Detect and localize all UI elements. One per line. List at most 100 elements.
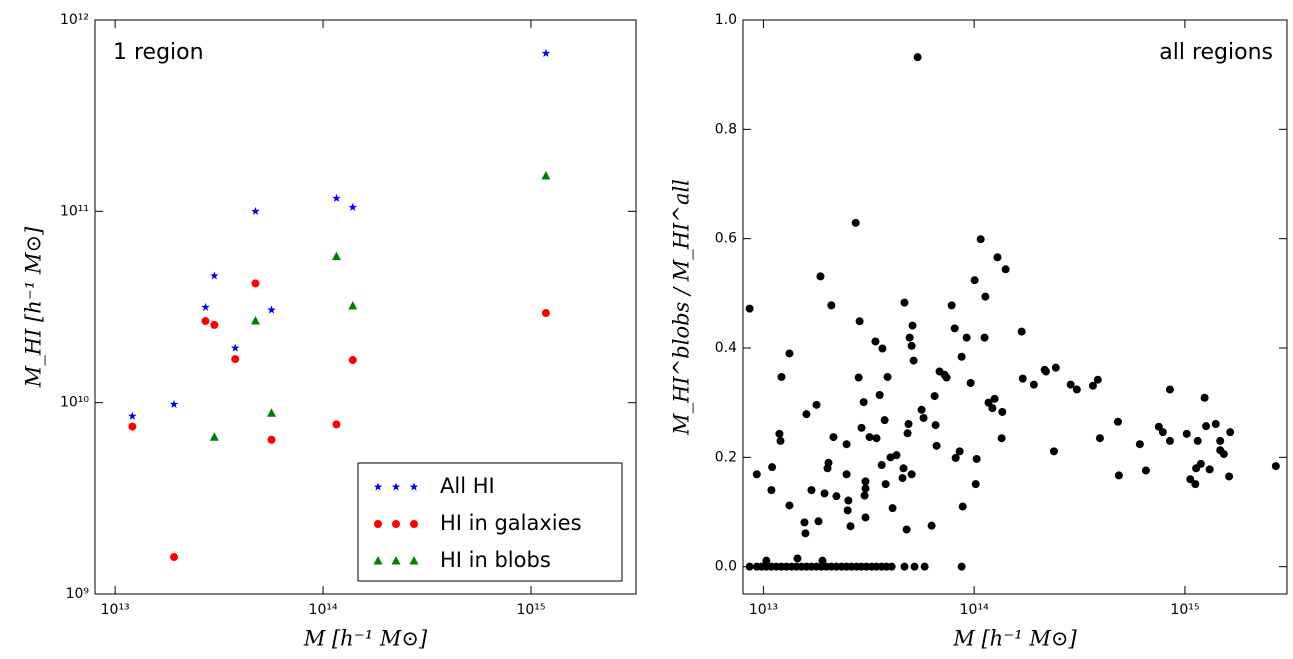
- legend-label: HI in galaxies: [440, 511, 582, 535]
- marker: [1141, 466, 1150, 475]
- marker: [976, 235, 985, 244]
- marker: [854, 373, 863, 382]
- marker: [883, 372, 892, 381]
- marker: [970, 276, 979, 285]
- marker: [910, 562, 919, 571]
- marker: [1165, 436, 1174, 445]
- marker: [1018, 374, 1027, 383]
- marker: [1158, 428, 1167, 437]
- y-tick-label: 0.2: [715, 449, 737, 465]
- marker: [900, 562, 909, 571]
- legend-label: All HI: [440, 474, 495, 498]
- marker: [1225, 472, 1234, 481]
- marker: [829, 433, 838, 442]
- marker: [902, 525, 911, 534]
- marker: [801, 529, 810, 538]
- marker: [793, 554, 802, 563]
- marker: [930, 392, 939, 401]
- x-tick-label: 10¹⁴: [309, 602, 338, 618]
- y-axis-label: M_HI^blobs / M_HI^all: [670, 179, 694, 436]
- marker: [331, 251, 341, 261]
- marker: [776, 436, 785, 445]
- marker: [1095, 434, 1104, 443]
- marker: [905, 333, 914, 342]
- marker: [1165, 385, 1174, 394]
- marker: [919, 413, 928, 422]
- marker: [1093, 375, 1102, 384]
- marker: [1051, 363, 1060, 372]
- marker: [267, 305, 276, 314]
- marker: [785, 501, 794, 510]
- marker: [1113, 417, 1122, 426]
- y-tick-label: 0.0: [715, 559, 737, 575]
- marker: [1072, 385, 1081, 394]
- marker: [942, 373, 951, 382]
- marker: [903, 429, 912, 438]
- marker: [820, 489, 829, 498]
- marker: [957, 352, 966, 361]
- marker: [842, 470, 851, 479]
- marker: [267, 408, 277, 417]
- marker: [374, 520, 382, 528]
- marker: [880, 416, 889, 425]
- marker: [209, 432, 219, 441]
- marker: [785, 349, 794, 358]
- marker: [373, 556, 383, 565]
- marker: [210, 271, 219, 280]
- marker: [899, 464, 908, 473]
- marker: [851, 218, 860, 227]
- marker: [842, 440, 851, 449]
- marker: [955, 447, 964, 456]
- marker: [409, 556, 419, 565]
- marker: [807, 486, 816, 495]
- panel: 10¹³ 10¹⁴ 10¹⁵ 0.0 0.2 0.4 0.6 0.8 1.0 M [h⁻¹ M⊙]…: [670, 12, 1288, 651]
- marker: [997, 434, 1006, 443]
- legend: All HI HI in galaxies HI in blobs: [357, 462, 623, 582]
- annotation: 1 region: [113, 40, 204, 65]
- marker: [878, 344, 887, 353]
- marker: [1226, 428, 1235, 437]
- x-tick-label: 10¹³: [101, 602, 130, 618]
- marker: [881, 480, 890, 489]
- marker: [907, 470, 916, 479]
- x-tick-label: 10¹⁴: [960, 602, 989, 618]
- marker: [908, 321, 917, 330]
- marker: [857, 423, 866, 432]
- marker: [913, 53, 922, 62]
- y-tick-label: 10¹⁰: [60, 395, 89, 411]
- marker: [958, 502, 967, 511]
- marker: [1017, 327, 1026, 336]
- marker: [775, 429, 784, 438]
- marker: [745, 562, 754, 571]
- marker: [917, 405, 926, 414]
- marker: [332, 420, 341, 429]
- legend-box: [357, 462, 623, 582]
- marker: [391, 482, 401, 491]
- marker: [962, 333, 971, 342]
- marker: [843, 506, 852, 515]
- marker: [541, 309, 550, 318]
- marker: [169, 399, 179, 408]
- y-tick-label: 0.6: [715, 231, 737, 247]
- marker: [1001, 265, 1010, 274]
- marker: [1191, 480, 1200, 489]
- marker: [250, 316, 260, 325]
- marker: [971, 480, 980, 489]
- marker: [898, 474, 907, 483]
- marker: [998, 407, 1007, 416]
- marker: [855, 317, 864, 326]
- marker: [1186, 475, 1195, 484]
- x-axis-label: M [h⁻¹ M⊙]: [303, 627, 428, 651]
- marker: [951, 453, 960, 462]
- marker: [230, 343, 240, 352]
- marker: [827, 301, 836, 310]
- marker: [1066, 380, 1075, 389]
- marker: [861, 477, 870, 486]
- marker: [1200, 393, 1209, 402]
- marker: [1211, 419, 1220, 428]
- y-tick-label: 0.4: [715, 340, 737, 356]
- marker: [844, 496, 853, 505]
- marker: [860, 491, 869, 500]
- marker: [981, 292, 990, 301]
